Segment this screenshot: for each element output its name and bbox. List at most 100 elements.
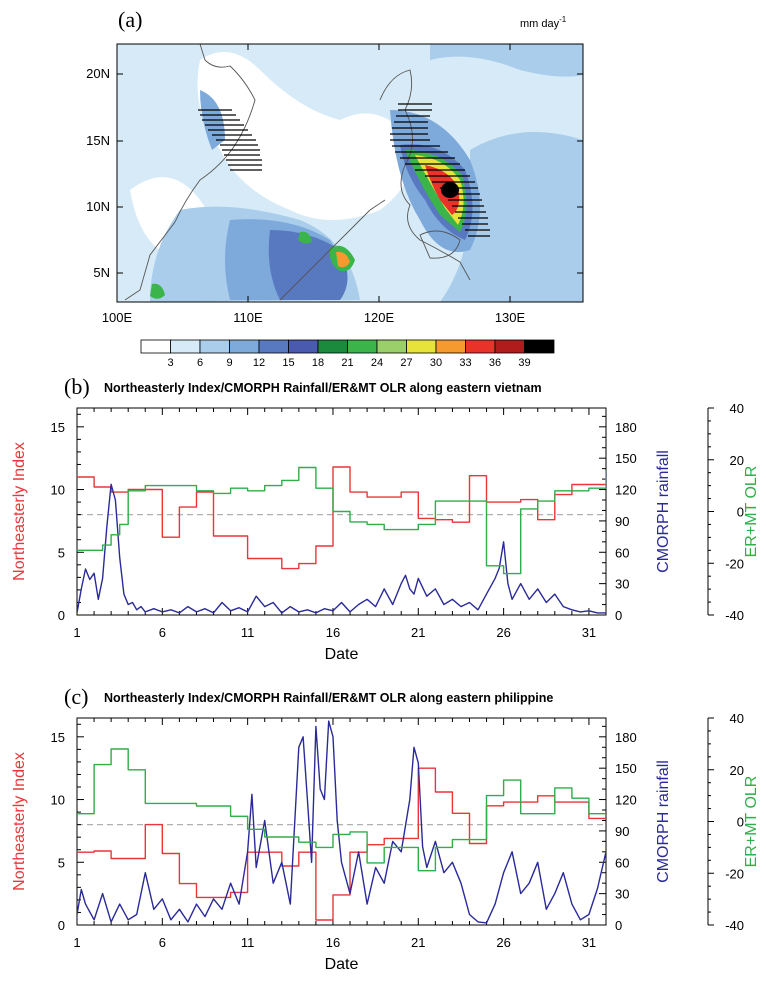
x-tick-label: 26 <box>496 625 510 640</box>
colorbar-swatch <box>347 339 378 354</box>
colorbar-swatch <box>465 339 496 354</box>
y-far-tick-label: -40 <box>725 608 744 623</box>
colorbar-swatch <box>199 339 230 354</box>
colorbar-label: 24 <box>371 357 383 369</box>
x-tick-label: 26 <box>496 935 510 950</box>
series-line-northeasterly-index <box>77 466 606 570</box>
series-group <box>77 720 606 924</box>
plot-frame <box>76 407 607 616</box>
y-far-tick-label: -20 <box>725 556 744 571</box>
y-left-tick-label: 0 <box>58 918 65 933</box>
map-panel: (a) mm day-1 <box>86 7 584 369</box>
y-far-tick-label: 40 <box>730 401 744 416</box>
y-far-tick-label: 0 <box>737 505 744 520</box>
y-left-axis-title: Northeasterly Index <box>11 752 28 891</box>
y-right-tick-label: 0 <box>615 918 622 933</box>
colorbar-label: 30 <box>430 357 442 369</box>
lat-label: 5N <box>93 265 110 280</box>
x-tick-label: 16 <box>326 625 340 640</box>
lon-label: 110E <box>233 310 263 325</box>
x-tick-label: 1 <box>73 625 80 640</box>
chart-panel-label: (c) <box>64 684 88 709</box>
colorbar-label: 12 <box>253 357 265 369</box>
x-tick-label: 31 <box>582 935 596 950</box>
chart-panel-c: (c) Northeasterly Index/CMORPH Rainfall/E… <box>11 684 760 973</box>
y-far-tick-label: -20 <box>725 866 744 881</box>
chart-panel-label: (b) <box>64 374 90 399</box>
colorbar-label: 21 <box>341 357 353 369</box>
colorbar-swatch <box>317 339 348 354</box>
colorbar-label: 9 <box>226 357 232 369</box>
x-tick-label: 21 <box>411 625 425 640</box>
hatch-philippine <box>390 103 490 237</box>
y-right-tick-label: 60 <box>615 855 629 870</box>
y-right-tick-label: 30 <box>615 887 629 902</box>
x-tick-label: 1 <box>73 935 80 950</box>
y-right-tick-label: 150 <box>615 451 637 466</box>
series-group <box>77 466 606 614</box>
x-axis-title: Date <box>325 956 359 973</box>
lon-label: 100E <box>102 310 133 325</box>
x-tick-label: 16 <box>326 935 340 950</box>
plot-frame <box>76 717 607 926</box>
lat-label: 20N <box>86 66 110 81</box>
y-far-tick-label: 20 <box>730 763 744 778</box>
colorbar: 3 6 9 12 15 18 21 24 27 30 33 36 39 <box>140 339 555 369</box>
x-tick-label: 11 <box>241 625 255 640</box>
y-right-tick-label: 90 <box>615 824 629 839</box>
x-tick-label: 6 <box>159 625 166 640</box>
map-panel-label: (a) <box>118 7 142 32</box>
colorbar-swatch <box>406 339 437 354</box>
colorbar-swatch <box>229 339 260 354</box>
colorbar-label: 36 <box>489 357 501 369</box>
y-left-tick-label: 15 <box>51 730 65 745</box>
y-right-axis-title: CMORPH rainfall <box>655 450 672 573</box>
chart-title: Northeasterly Index/CMORPH Rainfall/ER&M… <box>104 381 542 395</box>
colorbar-label: 33 <box>459 357 471 369</box>
lat-label: 10N <box>86 199 110 214</box>
y-right-axis-title: CMORPH rainfall <box>655 760 672 883</box>
lat-label: 15N <box>86 133 110 148</box>
y-right-tick-label: 0 <box>615 608 622 623</box>
y-far-tick-label: 20 <box>730 453 744 468</box>
colorbar-swatch <box>376 339 407 354</box>
lon-label: 120E <box>364 310 395 325</box>
chart-title: Northeasterly Index/CMORPH Rainfall/ER&M… <box>104 691 553 705</box>
y-right-tick-label: 180 <box>615 730 637 745</box>
colorbar-label: 27 <box>400 357 412 369</box>
colorbar-swatch <box>288 339 319 354</box>
colorbar-label: 6 <box>197 357 203 369</box>
colorbar-swatch <box>140 339 171 354</box>
chart-panel-b: (b) Northeasterly Index/CMORPH Rainfall/E… <box>11 374 760 663</box>
series-line-cmorph-rainfall <box>77 720 606 924</box>
x-tick-label: 21 <box>411 935 425 950</box>
y-right-tick-label: 30 <box>615 577 629 592</box>
map-axes: 20N 15N 10N 5N 100E 110E 120E 130E <box>86 44 583 325</box>
y-left-tick-label: 10 <box>51 483 65 498</box>
colorbar-label: 15 <box>282 357 294 369</box>
map-units: mm day-1 <box>520 15 567 30</box>
colorbar-swatch <box>435 339 466 354</box>
x-axis-title: Date <box>325 646 359 663</box>
y-right-tick-label: 180 <box>615 420 637 435</box>
colorbar-label: 18 <box>312 357 324 369</box>
colorbar-label: 39 <box>518 357 530 369</box>
y-left-tick-label: 0 <box>58 608 65 623</box>
y-right-tick-label: 120 <box>615 793 637 808</box>
y-far-tick-label: 0 <box>737 815 744 830</box>
colorbar-swatch <box>170 339 201 354</box>
y-right-tick-label: 90 <box>615 514 629 529</box>
y-far-axis-title: ER+MT OLR <box>743 776 760 868</box>
y-far-axis-title: ER+MT OLR <box>743 466 760 558</box>
x-tick-label: 31 <box>582 625 596 640</box>
y-right-tick-label: 60 <box>615 545 629 560</box>
x-tick-label: 6 <box>159 935 166 950</box>
y-far-tick-label: 40 <box>730 711 744 726</box>
rainfall-shading <box>117 44 583 302</box>
hatch-vietnam <box>198 109 262 171</box>
series-line-cmorph-rainfall <box>77 483 606 614</box>
series-line-er-mt-olr <box>77 748 606 872</box>
y-right-tick-label: 150 <box>615 761 637 776</box>
y-left-tick-label: 10 <box>51 793 65 808</box>
